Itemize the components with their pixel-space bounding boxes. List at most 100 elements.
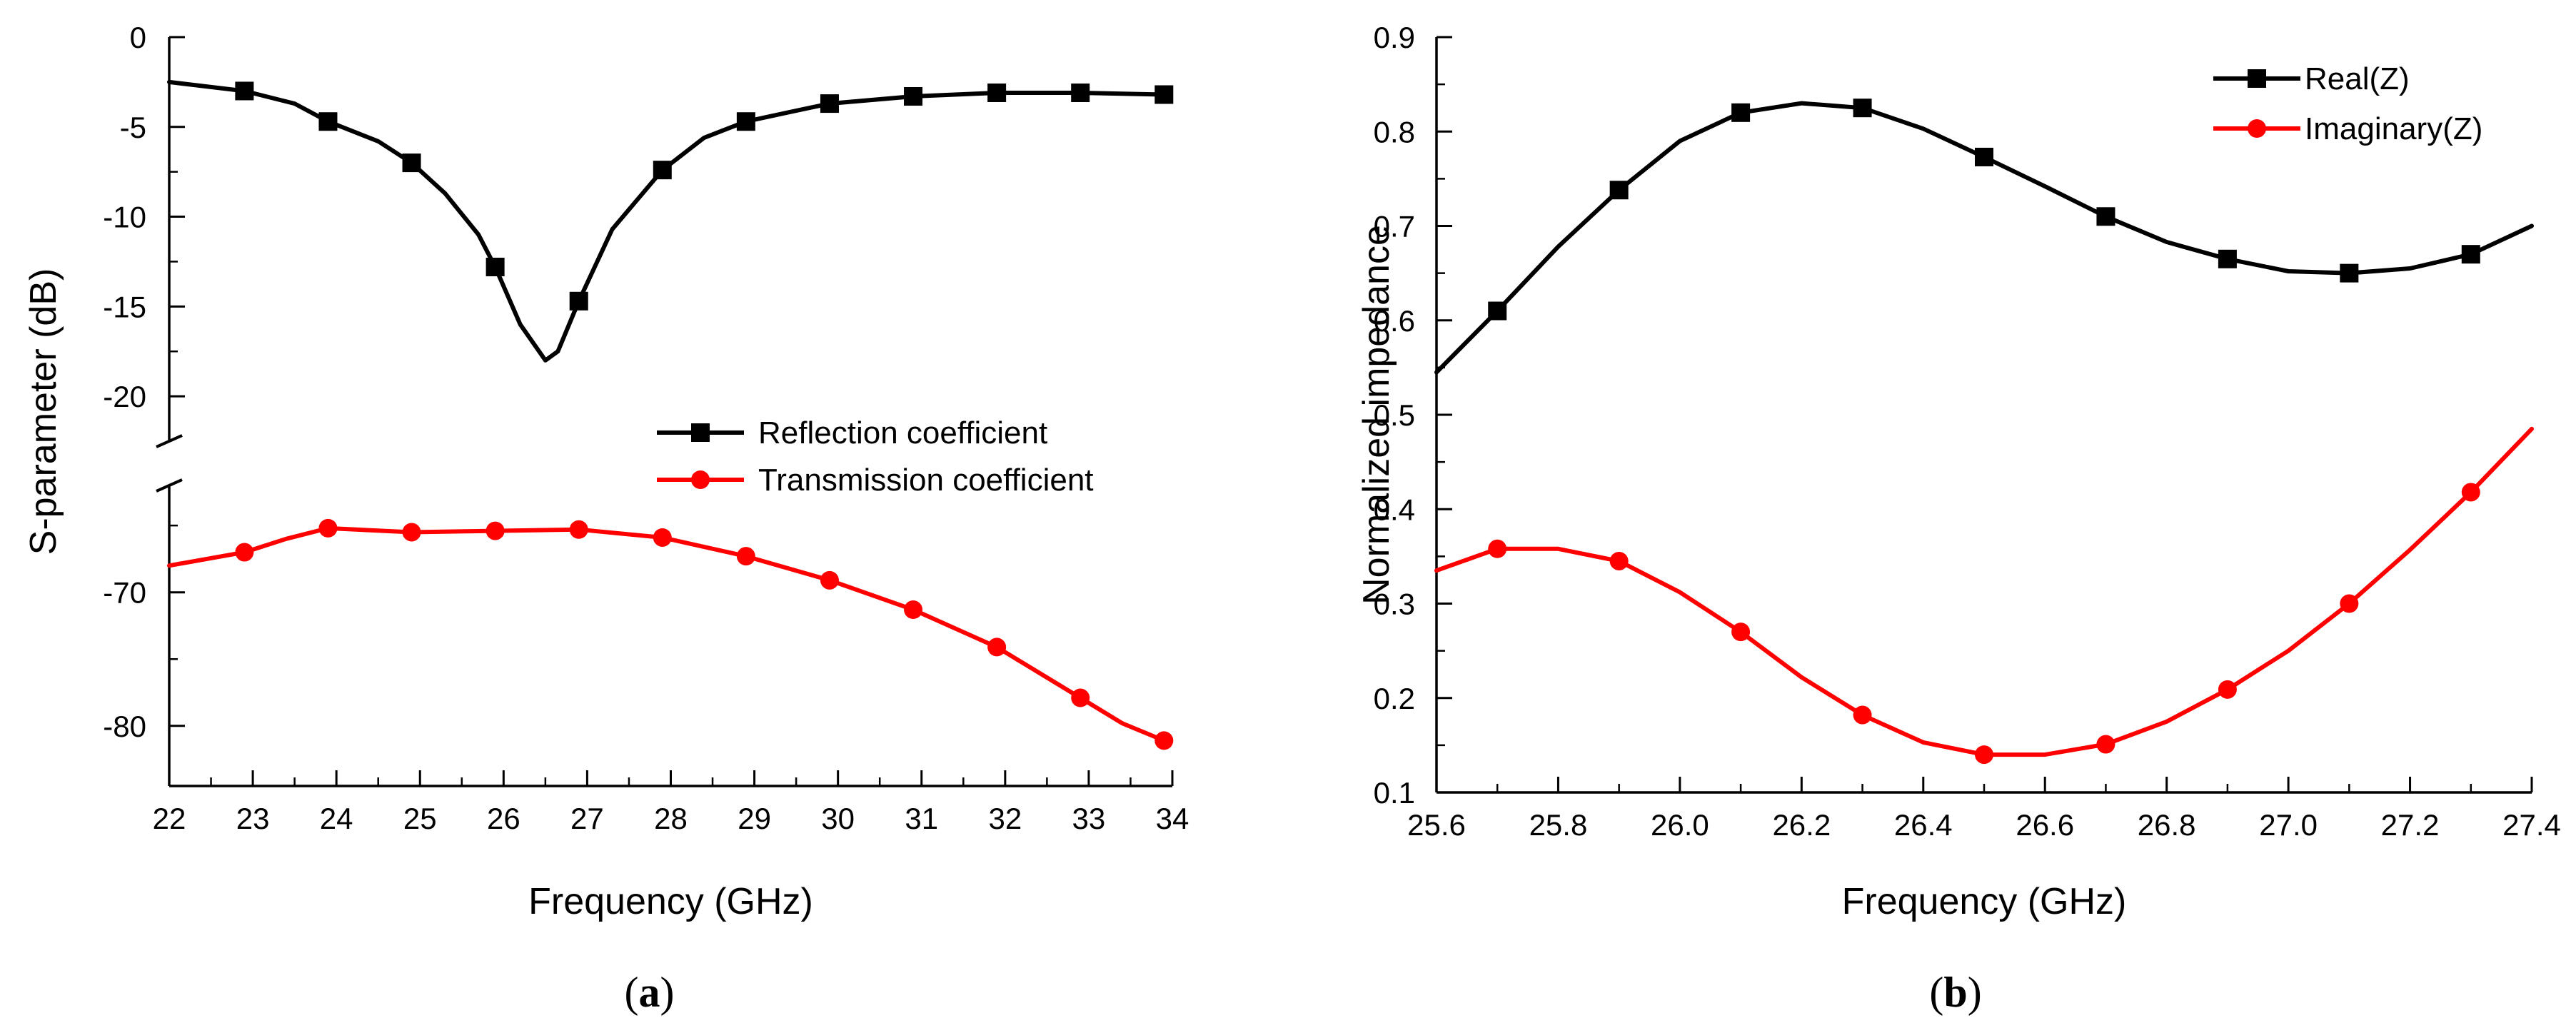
series-line-2: [167, 525, 1167, 743]
legend-marker: [691, 423, 710, 442]
data-point: [318, 112, 338, 131]
data-point: [1488, 539, 1507, 558]
x-tick-label: 25: [403, 802, 437, 835]
legend-label: Real(Z): [2305, 61, 2410, 96]
series-line-2: [1434, 426, 2534, 757]
x-tick-label: 27.2: [2381, 808, 2440, 842]
data-point: [1853, 99, 1872, 118]
axis-break-mark: [156, 434, 183, 448]
x-tick-label: 27.4: [2502, 808, 2561, 842]
data-point: [1731, 103, 1751, 122]
y-tick-label: 0.6: [1374, 304, 1415, 338]
y-tick-label: -10: [103, 201, 146, 234]
series-line-1: [167, 79, 1167, 363]
x-tick-label: 25.6: [1407, 808, 1466, 842]
legend-label: Transmission coefficient: [758, 463, 1094, 498]
y-axis-label: Normalized impedance: [1356, 225, 1397, 605]
y-tick-label: -70: [103, 576, 146, 610]
x-tick-label: 27: [570, 802, 604, 835]
x-tick-label: 26.8: [2138, 808, 2196, 842]
x-tick-label: 26.2: [1772, 808, 1831, 842]
y-tick-label: 0.9: [1374, 21, 1415, 54]
data-point: [1488, 301, 1507, 321]
data-point: [1609, 181, 1629, 200]
x-tick-label: 22: [153, 802, 186, 835]
y-tick-label: 0.8: [1374, 115, 1415, 148]
data-point: [318, 518, 338, 538]
data-point: [485, 521, 505, 540]
data-point: [653, 161, 672, 180]
x-tick-label: 26.0: [1651, 808, 1709, 842]
y-axis-label: S-parameter (dB): [23, 268, 64, 555]
data-point: [235, 81, 254, 101]
x-tick-label: 27.0: [2259, 808, 2318, 842]
y-tick-label: 0.5: [1374, 398, 1415, 432]
x-tick-label: 31: [905, 802, 938, 835]
legend-marker: [2248, 69, 2266, 88]
caption-paren: ): [1968, 969, 1982, 1016]
x-axis-label: Frequency (GHz): [528, 881, 813, 922]
caption-paren: ): [660, 969, 675, 1016]
legend-label: Reflection coefficient: [758, 415, 1047, 450]
data-point: [1071, 83, 1090, 102]
legend-marker: [2248, 119, 2266, 138]
y-tick-label: 0.2: [1374, 682, 1415, 715]
caption-letter: a: [639, 969, 660, 1016]
data-point: [1975, 745, 1993, 765]
x-tick-label: 26.6: [2016, 808, 2074, 842]
data-point: [1154, 731, 1174, 750]
data-point: [904, 600, 923, 620]
y-tick-label: 0.1: [1374, 776, 1415, 810]
caption-letter: b: [1943, 969, 1967, 1016]
data-point: [653, 528, 672, 547]
data-point: [1154, 85, 1174, 104]
data-point: [736, 112, 755, 131]
data-point: [2340, 594, 2359, 613]
data-point: [2096, 207, 2115, 226]
data-point: [1609, 551, 1629, 570]
data-point: [2218, 680, 2237, 699]
data-point: [402, 153, 421, 173]
data-point: [402, 523, 421, 542]
chart-a: 22 23 24 25 26 27 28 29 30 31 32 33 34 0 -5 -10 -15 -20 -7…: [23, 21, 1189, 1016]
data-point: [820, 94, 839, 114]
data-point: [569, 291, 588, 311]
data-point: [1731, 623, 1751, 642]
data-point: [2461, 245, 2480, 264]
legend-label: Imaginary(Z): [2305, 111, 2482, 146]
data-point: [1975, 147, 1993, 166]
y-tick-label: -5: [120, 111, 146, 144]
data-point: [987, 83, 1007, 102]
x-tick-label: 26.4: [1894, 808, 1953, 842]
chart-b: 25.6 25.8 26.0 26.2 26.4 26.6 26.8 27.0 27.2 27.4…: [1356, 21, 2561, 1016]
data-point: [2096, 735, 2115, 754]
data-point: [2461, 483, 2480, 502]
x-tick-label: 29: [738, 802, 771, 835]
y-tick-label: 0.4: [1374, 493, 1415, 526]
data-point: [2340, 263, 2359, 283]
data-point: [235, 543, 254, 562]
y-tick-label: 0.3: [1374, 588, 1415, 621]
data-point: [904, 87, 923, 106]
y-tick-label: -20: [103, 380, 146, 413]
legend-marker: [691, 470, 710, 489]
data-point: [736, 547, 755, 566]
y-tick-label: 0: [130, 21, 146, 54]
caption-paren: (: [625, 969, 639, 1016]
caption-paren: (: [1929, 969, 1943, 1016]
x-tick-label: 34: [1156, 802, 1189, 835]
panel-caption-a: (a): [625, 969, 675, 1016]
x-tick-label: 25.8: [1529, 808, 1588, 842]
axis-break-mark: [156, 478, 183, 493]
x-axis-label: Frequency (GHz): [1842, 881, 2127, 922]
y-tick-label: -15: [103, 290, 146, 323]
data-point: [569, 520, 588, 539]
x-tick-label: 24: [320, 802, 353, 835]
x-tick-label: 28: [654, 802, 688, 835]
x-tick-label: 33: [1072, 802, 1106, 835]
data-point: [485, 257, 505, 276]
x-tick-label: 23: [236, 802, 270, 835]
x-tick-label: 32: [988, 802, 1022, 835]
data-point: [1853, 705, 1872, 725]
